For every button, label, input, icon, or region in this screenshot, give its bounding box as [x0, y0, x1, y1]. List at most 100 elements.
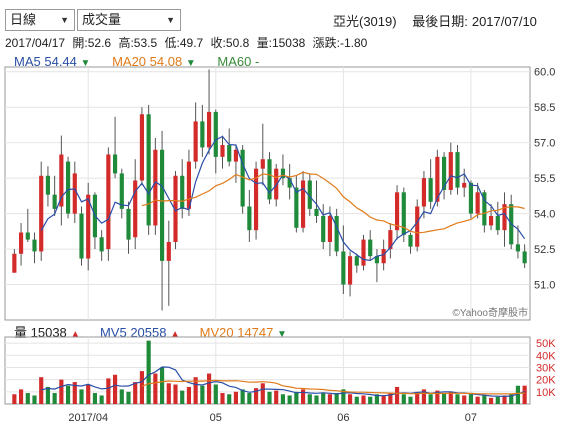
ma60-name: MA60 [217, 54, 252, 69]
low-value: 49.7 [179, 36, 204, 50]
close-label: 收: [210, 36, 226, 50]
volume-bar [374, 394, 380, 404]
price-tick-label: 58.5 [534, 102, 555, 114]
candle-body [173, 175, 178, 242]
volume-bar [341, 389, 346, 404]
candle-body [159, 149, 165, 261]
candle-body [133, 180, 138, 238]
volume-bar [126, 391, 131, 404]
down-triangle-icon: ▼ [277, 329, 287, 340]
ma60-value: - [254, 54, 260, 69]
up-triangle-icon: ▲ [170, 329, 180, 340]
volume-bar [381, 395, 386, 404]
candle-body [455, 152, 460, 188]
price-tick-label: 57.0 [534, 138, 555, 150]
high-label: 高: [118, 36, 134, 50]
volume-tick-label: 20K [536, 375, 556, 387]
volume-bar [468, 394, 474, 404]
candle-body [462, 182, 467, 188]
volume-bar [522, 385, 527, 404]
volume-bar [180, 390, 185, 404]
candle-body [307, 180, 312, 209]
price-tick-label: 52.5 [534, 244, 555, 256]
volume-bar [307, 394, 312, 404]
period-select[interactable]: 日線 ▼ [5, 9, 75, 31]
volume-bar [45, 386, 51, 404]
volume-legend: 量 15038 ▲ MV5 20558 ▲ MV20 14747 ▼ [14, 322, 303, 341]
volume-bar [394, 386, 400, 404]
ohlc-date: 2017/04/17 [5, 36, 66, 50]
candle-body [482, 192, 487, 226]
candle-body [233, 149, 239, 162]
candle-body [347, 256, 353, 285]
candle-body [502, 204, 507, 231]
open-value: 52.6 [87, 36, 112, 50]
volume-bar [347, 394, 353, 404]
volume-bar [200, 385, 205, 404]
volume-bar [153, 373, 158, 404]
volume-bar [206, 373, 212, 404]
mv5-line [41, 366, 525, 398]
candle-body [522, 251, 527, 264]
candle-body [327, 215, 333, 242]
volume-bar [79, 389, 84, 404]
vol-value: 15038 [30, 325, 67, 340]
volume-bar [361, 395, 366, 404]
volume-bar [213, 384, 218, 404]
candle-body [280, 168, 286, 179]
ohlc-readout: 2017/04/17 開:52.6 高:53.5 低:49.7 收:50.8 量… [5, 34, 371, 51]
volume-bar [280, 394, 286, 404]
candle-body [139, 114, 145, 181]
volume-tick-label: 10K [536, 387, 556, 399]
high-readout: 高:53.5 [118, 36, 157, 50]
candle-body [361, 239, 366, 266]
candle-body [253, 168, 259, 231]
volume-bar [368, 396, 373, 404]
last-date: 2017/07/10 [471, 14, 537, 29]
volume-bar [146, 340, 151, 404]
volume-bar [253, 388, 259, 404]
candle-body [166, 241, 171, 261]
volume-bar [334, 393, 339, 404]
chevron-down-icon: ▼ [60, 15, 69, 25]
volume-bar [159, 367, 165, 404]
candle-body [388, 230, 393, 250]
ma5-value: 54.44 [44, 54, 77, 69]
volume-bar [509, 394, 514, 404]
volume-label: 量: [256, 36, 272, 50]
volume-bar [455, 394, 460, 404]
volume-bar [25, 393, 30, 404]
date-tick-label: 2017/04 [68, 412, 108, 424]
candle-body [25, 232, 30, 240]
candle-body [86, 194, 91, 259]
candle-body [401, 192, 406, 235]
volume-bar [32, 395, 37, 404]
candle-body [495, 215, 500, 231]
candle-body [39, 175, 44, 252]
volume-tick-label: 40K [536, 350, 556, 362]
candle-body [99, 237, 104, 252]
close-value: 50.8 [225, 36, 250, 50]
candle-body [421, 178, 427, 207]
date-tick-label: 07 [465, 412, 477, 424]
ma20-value: 54.08 [149, 54, 183, 69]
volume-bar [18, 389, 24, 404]
candle-body [475, 192, 480, 214]
candle-body [374, 256, 380, 264]
change-value: -1.80 [340, 36, 368, 50]
period-select-value: 日線 [10, 12, 37, 27]
volume-bar [72, 382, 77, 404]
candle-body [247, 206, 252, 231]
volume-bar [260, 383, 265, 404]
indicator-select[interactable]: 成交量 ▼ [77, 9, 181, 31]
date-tick-label: 06 [337, 412, 349, 424]
candle-body [213, 111, 218, 157]
candle-body [415, 206, 420, 247]
volume-bar [65, 385, 71, 404]
volume-bar [106, 378, 111, 404]
candle-body [59, 154, 64, 207]
volume-bar [186, 386, 192, 404]
candle-body [72, 173, 77, 214]
vol-legend: 量 15038 ▲ [14, 325, 80, 340]
volume-bar [415, 391, 420, 404]
